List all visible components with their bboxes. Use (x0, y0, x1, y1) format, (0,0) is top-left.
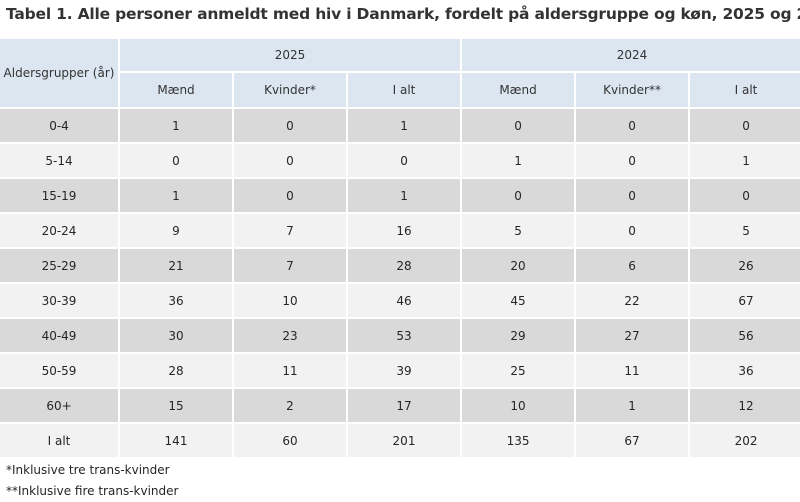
table-cell: 5 (690, 214, 800, 247)
table-cell: 56 (690, 319, 800, 352)
table-cell: 0 (462, 179, 575, 212)
footnote-1: *Inklusive tre trans-kvinder (6, 463, 170, 477)
table-cell: 0 (690, 179, 800, 212)
table-cell: 141 (120, 424, 232, 457)
table-cell: 202 (690, 424, 800, 457)
table-title: Tabel 1. Alle personer anmeldt med hiv i… (6, 5, 800, 23)
footnotes: *Inklusive tre trans-kvinder **Inklusive… (6, 460, 178, 502)
row-label: 30-39 (0, 284, 118, 317)
table-cell: 29 (462, 319, 575, 352)
table-cell: 11 (234, 354, 346, 387)
table-cell: 67 (690, 284, 800, 317)
table-row: 40-49 30 23 53 29 27 56 (0, 319, 800, 352)
col-header-men-2024: Mænd (462, 73, 575, 107)
col-header-total-2025: I alt (348, 73, 461, 107)
table-cell: 1 (576, 389, 689, 422)
table-cell: 20 (462, 249, 575, 282)
table-cell: 201 (348, 424, 461, 457)
table-row: 5-14 0 0 0 1 0 1 (0, 144, 800, 177)
row-label: 0-4 (0, 109, 118, 142)
table-cell: 25 (462, 354, 575, 387)
table-row: 15-19 1 0 1 0 0 0 (0, 179, 800, 212)
table-body: 0-4 1 0 1 0 0 0 5-14 0 0 0 1 0 1 15-19 1 0 1 0 0 0 20-24 9 7 16 5… (0, 109, 800, 457)
table-cell: 2 (234, 389, 346, 422)
row-label: 50-59 (0, 354, 118, 387)
table-cell: 7 (234, 249, 346, 282)
table-cell: 0 (234, 179, 346, 212)
table-cell: 21 (120, 249, 232, 282)
table-cell: 26 (690, 249, 800, 282)
table-cell: 22 (576, 284, 689, 317)
footnote-2: **Inklusive fire trans-kvinder (6, 484, 179, 498)
table-cell: 11 (576, 354, 689, 387)
table-cell: 45 (462, 284, 575, 317)
table-cell: 0 (576, 214, 689, 247)
col-header-men-2025: Mænd (120, 73, 232, 107)
table-cell: 7 (234, 214, 346, 247)
table-row: 30-39 36 10 46 45 22 67 (0, 284, 800, 317)
table-row: 60+ 15 2 17 10 1 12 (0, 389, 800, 422)
table-cell: 36 (690, 354, 800, 387)
table-cell: 46 (348, 284, 461, 317)
table-row: 25-29 21 7 28 20 6 26 (0, 249, 800, 282)
age-group-header: Aldersgrupper (år) (0, 39, 118, 107)
table-cell: 1 (348, 109, 461, 142)
table-cell: 1 (120, 109, 232, 142)
row-label: 60+ (0, 389, 118, 422)
year-header-2025: 2025 (120, 39, 461, 72)
table-cell: 1 (690, 144, 800, 177)
table-cell: 6 (576, 249, 689, 282)
table-cell: 39 (348, 354, 461, 387)
table-cell: 53 (348, 319, 461, 352)
table-row: I alt 141 60 201 135 67 202 (0, 424, 800, 457)
table-cell: 1 (120, 179, 232, 212)
table-row: 0-4 1 0 1 0 0 0 (0, 109, 800, 142)
table-cell: 27 (576, 319, 689, 352)
col-header-total-2024: I alt (690, 73, 800, 107)
table-cell: 10 (462, 389, 575, 422)
table-cell: 16 (348, 214, 461, 247)
table-cell: 0 (234, 109, 346, 142)
table-cell: 23 (234, 319, 346, 352)
row-label: I alt (0, 424, 118, 457)
table-cell: 30 (120, 319, 232, 352)
table-cell: 0 (348, 144, 461, 177)
table-cell: 1 (462, 144, 575, 177)
col-header-women-2024: Kvinder** (576, 73, 689, 107)
table-cell: 28 (348, 249, 461, 282)
row-label: 25-29 (0, 249, 118, 282)
row-label: 5-14 (0, 144, 118, 177)
table-cell: 28 (120, 354, 232, 387)
table-cell: 10 (234, 284, 346, 317)
table-cell: 67 (576, 424, 689, 457)
table-cell: 135 (462, 424, 575, 457)
table-cell: 0 (576, 144, 689, 177)
table-cell: 0 (462, 109, 575, 142)
table-cell: 12 (690, 389, 800, 422)
table-cell: 1 (348, 179, 461, 212)
table-cell: 0 (690, 109, 800, 142)
table-cell: 0 (120, 144, 232, 177)
table-cell: 0 (234, 144, 346, 177)
row-label: 20-24 (0, 214, 118, 247)
table-cell: 36 (120, 284, 232, 317)
row-label: 15-19 (0, 179, 118, 212)
table-row: 50-59 28 11 39 25 11 36 (0, 354, 800, 387)
table-cell: 0 (576, 179, 689, 212)
table-cell: 17 (348, 389, 461, 422)
col-header-women-2025: Kvinder* (234, 73, 346, 107)
table-cell: 60 (234, 424, 346, 457)
table-cell: 9 (120, 214, 232, 247)
row-label: 40-49 (0, 319, 118, 352)
year-header-2024: 2024 (462, 39, 800, 72)
table-cell: 0 (576, 109, 689, 142)
table-row: 20-24 9 7 16 5 0 5 (0, 214, 800, 247)
table-cell: 15 (120, 389, 232, 422)
hiv-table: Aldersgrupper (år) 2025 2024 Mænd Kvinde… (0, 37, 800, 459)
table-cell: 5 (462, 214, 575, 247)
